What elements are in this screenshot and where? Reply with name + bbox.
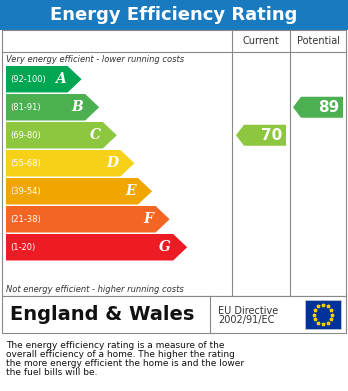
Polygon shape (236, 125, 286, 146)
Text: EU Directive: EU Directive (218, 305, 278, 316)
Text: (69-80): (69-80) (10, 131, 41, 140)
Text: (55-68): (55-68) (10, 159, 41, 168)
Bar (0, 0, 348, 30)
Polygon shape (6, 178, 152, 204)
Text: the fuel bills will be.: the fuel bills will be. (6, 368, 97, 377)
Text: (92-100): (92-100) (10, 75, 46, 84)
Text: 89: 89 (318, 100, 339, 115)
Text: D: D (106, 156, 118, 170)
Text: the more energy efficient the home is and the lower: the more energy efficient the home is an… (6, 359, 244, 368)
Text: (81-91): (81-91) (10, 103, 41, 112)
Polygon shape (6, 150, 134, 176)
Text: 70: 70 (261, 128, 282, 143)
Text: (1-20): (1-20) (10, 243, 35, 252)
Text: Not energy efficient - higher running costs: Not energy efficient - higher running co… (6, 285, 184, 294)
Text: (21-38): (21-38) (10, 215, 41, 224)
Text: overall efficiency of a home. The higher the rating: overall efficiency of a home. The higher… (6, 350, 235, 359)
Polygon shape (6, 122, 117, 149)
Bar (2, 30, 346, 296)
Text: Potential: Potential (296, 36, 340, 46)
Text: F: F (144, 212, 153, 226)
Text: E: E (125, 184, 136, 198)
Text: The energy efficiency rating is a measure of the: The energy efficiency rating is a measur… (6, 341, 224, 350)
Text: G: G (159, 240, 171, 254)
Bar (305, 300, 341, 329)
Text: England & Wales: England & Wales (10, 305, 195, 324)
Polygon shape (6, 234, 187, 260)
Polygon shape (6, 94, 99, 120)
Polygon shape (293, 97, 343, 118)
Text: (39-54): (39-54) (10, 187, 41, 196)
Text: C: C (90, 128, 101, 142)
Text: Current: Current (243, 36, 279, 46)
Bar (2, 296, 346, 333)
Text: B: B (71, 100, 83, 114)
Polygon shape (6, 66, 81, 93)
Text: 2002/91/EC: 2002/91/EC (218, 314, 274, 325)
Text: A: A (55, 72, 66, 86)
Text: Very energy efficient - lower running costs: Very energy efficient - lower running co… (6, 54, 184, 63)
Text: Energy Efficiency Rating: Energy Efficiency Rating (50, 6, 298, 24)
Polygon shape (6, 206, 169, 233)
